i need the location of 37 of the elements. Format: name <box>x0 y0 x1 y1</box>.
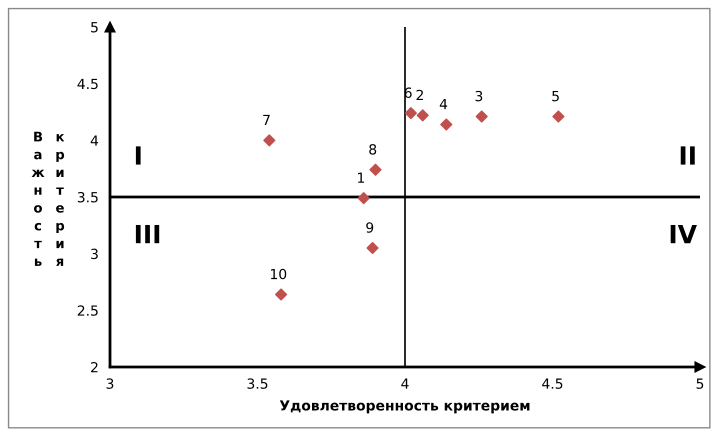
annotation: 3 <box>476 90 482 102</box>
annotation: 2 <box>416 90 423 100</box>
point <box>366 242 379 254</box>
annotation: 5 <box>552 91 559 102</box>
point <box>416 109 429 122</box>
point <box>552 110 564 123</box>
annotation: 9 <box>366 222 374 233</box>
y-tick-label: 2.5 <box>78 305 98 316</box>
point <box>404 107 417 120</box>
y-tick-label: 3.5 <box>78 192 98 202</box>
annotation: IV <box>670 224 697 244</box>
annotation: 7 <box>263 114 270 125</box>
annotation: III <box>136 224 160 244</box>
annotation: 4 <box>440 98 448 110</box>
x-tick-label: 4.5 <box>542 378 562 389</box>
x-tick-label: 3.5 <box>248 378 268 389</box>
annotation: 10 <box>271 268 286 280</box>
x-tick-label: 5 <box>696 378 704 389</box>
annotation: I <box>136 146 141 165</box>
point <box>476 110 488 123</box>
point <box>358 192 370 204</box>
point <box>369 164 382 176</box>
x-tick-label: 3 <box>106 378 114 389</box>
x-tick-label: 4 <box>401 378 409 389</box>
y-tick-label: 4.5 <box>77 78 98 90</box>
text: Важность критерия <box>32 132 64 266</box>
y-tick-label: 3 <box>91 248 98 260</box>
point <box>275 288 288 301</box>
annotation: 8 <box>369 144 376 155</box>
y-tick-label: 4 <box>90 135 98 146</box>
annotation: 1 <box>358 172 364 183</box>
annotation: II <box>680 146 695 165</box>
y-tick-label: 2 <box>91 362 98 372</box>
point <box>263 134 276 146</box>
point <box>440 118 452 131</box>
y-tick-label: 5 <box>91 22 98 32</box>
x-axis-title: Удовлетворенность критерием <box>280 400 530 414</box>
